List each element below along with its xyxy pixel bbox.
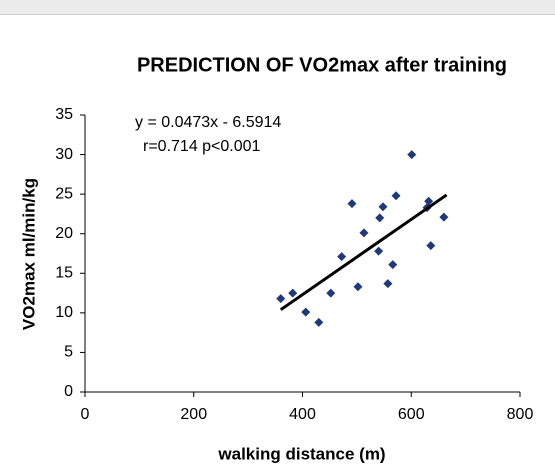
y-tick-label: 30 (55, 146, 73, 163)
data-point (375, 213, 385, 223)
y-tick-label: 25 (55, 185, 73, 202)
data-point (353, 282, 363, 292)
data-point (288, 288, 298, 298)
data-point (378, 202, 388, 212)
data-point (359, 228, 369, 238)
top-bar (0, 0, 555, 14)
data-point (426, 241, 436, 251)
data-point (314, 317, 324, 327)
y-tick-label: 20 (55, 225, 73, 242)
data-point (407, 150, 417, 160)
x-tick-label: 600 (398, 406, 425, 423)
y-tick-label: 35 (55, 106, 73, 123)
y-axis-label: VO2max ml/min/kg (19, 178, 38, 330)
data-point (424, 196, 434, 206)
data-point (374, 246, 384, 256)
y-tick-label: 15 (55, 265, 73, 282)
data-point (301, 307, 311, 317)
data-point (439, 212, 449, 222)
x-tick-label: 800 (507, 406, 534, 423)
data-point (326, 288, 336, 298)
annotation: y = 0.0473x - 6.5914 (135, 114, 281, 131)
chart-title: PREDICTION OF VO2max after training (137, 54, 507, 76)
x-tick-label: 200 (180, 406, 207, 423)
x-tick-label: 400 (289, 406, 316, 423)
data-point (337, 252, 347, 262)
y-tick-label: 0 (64, 383, 73, 400)
y-tick-label: 5 (64, 344, 73, 361)
x-axis-label: walking distance (m) (217, 444, 385, 463)
x-tick-label: 0 (81, 406, 90, 423)
data-point (383, 279, 393, 289)
y-tick-label: 10 (55, 304, 73, 321)
annotation: r=0.714 p<0.001 (143, 138, 261, 155)
data-point (388, 260, 398, 270)
data-point (391, 191, 401, 201)
data-point (276, 294, 286, 304)
trendline (279, 193, 448, 311)
data-point (347, 199, 357, 209)
